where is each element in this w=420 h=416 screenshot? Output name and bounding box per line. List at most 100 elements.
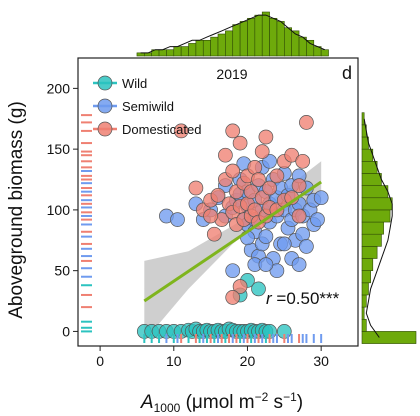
top-hist-bar [166,49,175,57]
data-point-semiwild [310,212,325,227]
top-hist-bar [225,30,234,57]
x-label-subscript: 1000 [154,401,181,415]
data-point-domesticated [269,168,285,184]
x-tick-label: 0 [96,353,104,369]
data-point-semiwild [276,236,292,252]
x-label-unit-1: (μmol m [180,392,254,413]
top-hist-bar [261,11,270,57]
x-axis-label: A1000 (μmol m−2 s−1) [140,390,303,415]
data-point-domesticated [225,163,241,179]
right-hist-bar [361,258,374,271]
right-density-curve [363,118,393,338]
data-point-domesticated [218,147,233,163]
y-tick-label: 100 [47,202,71,218]
x-label-sup-2: −1 [283,390,297,404]
data-point-domesticated [262,180,277,196]
data-point-domesticated [254,144,270,159]
data-point-domesticated [258,129,274,145]
x-label-sup-1: −2 [255,390,269,404]
y-tick-label: 0 [62,323,70,339]
x-tick-label: 20 [240,353,256,369]
data-point-domesticated [173,123,189,139]
right-hist-bar [361,294,367,308]
right-hist-bar [361,160,378,174]
right-hist-bar [361,173,382,186]
legend-marker [97,121,113,137]
right-hist-bar [361,233,382,247]
top-hist-bar [320,49,329,57]
data-point-semiwild [299,239,314,254]
top-hist-bar [202,39,211,57]
data-point-domesticated [232,135,248,151]
data-point-semiwild [170,212,185,227]
data-point-domesticated [295,153,311,169]
top-hist-bar [284,27,292,57]
data-point-domesticated [291,178,307,193]
y-tick-label: 200 [47,80,71,96]
x-label-unit-3: ) [297,392,303,413]
top-hist-bar [269,17,278,57]
data-point-semiwild [295,226,311,242]
legend-marker [97,75,113,91]
data-point-domesticated [232,279,248,294]
top-hist-bar [276,21,285,57]
right-hist-bar [361,197,393,211]
r-symbol: r [266,289,273,308]
right-marginal-histogram [361,112,417,344]
top-hist-bar [180,46,189,57]
top-hist-bar [232,24,241,57]
top-hist-bar [254,14,263,57]
right-hist-bar [361,282,369,296]
y-axis-ticks: 0 50 100 150 200 [47,80,78,339]
panel-label: d [342,63,352,83]
top-hist-bar [247,17,256,57]
top-hist-bar [210,36,219,57]
top-marginal-histogram [136,11,329,57]
regression-line [143,180,322,303]
data-point-domesticated [210,187,226,203]
x-tick-label: 10 [166,353,182,369]
right-hist-bar [361,246,378,259]
data-point-domesticated [188,180,204,196]
r-value: =0.50*** [272,289,340,308]
data-point-domesticated [225,123,241,139]
right-hist-bar [361,318,367,332]
right-hist-bar [361,221,384,235]
top-hist-bar [217,33,226,57]
y-tick-label: 150 [47,141,71,157]
right-hist-bar [361,112,365,126]
correlation-annotation: r =0.50*** [266,289,340,308]
legend-label: Wild [122,76,147,91]
x-tick-label: 30 [313,353,329,369]
right-hist-bar [361,270,371,284]
data-point-wild [251,281,266,297]
data-point-semiwild [225,263,241,279]
top-hist-bar [306,39,315,57]
rug-marks [81,114,323,343]
right-hist-bar [361,306,365,320]
y-tick-label: 50 [54,263,70,279]
year-label: 2019 [216,66,247,82]
legend: Wild Semiwild Domesticated [93,75,201,137]
top-hist-bar [239,21,248,57]
top-hist-bar [158,49,167,57]
top-density-curve [140,14,325,54]
data-point-semiwild [258,229,274,244]
data-point-domesticated [206,226,222,242]
data-point-semiwild [313,190,329,206]
data-point-semiwild [291,257,307,272]
top-hist-bar [188,43,197,57]
data-point-domesticated [299,115,314,130]
legend-label: Domesticated [122,122,201,137]
data-point-semiwild [258,257,274,272]
data-point-domesticated [203,208,218,224]
right-hist-bar [361,185,389,199]
data-point-domesticated [251,172,266,187]
legend-marker [97,98,113,114]
data-point-domesticated [225,290,241,305]
y-axis-label: Aboveground biomass (g) [6,101,27,319]
data-point-domesticated [291,208,307,224]
x-label-symbol: A [140,392,154,413]
x-axis-ticks: 0 10 20 30 [96,346,329,369]
top-hist-bar [173,46,182,57]
